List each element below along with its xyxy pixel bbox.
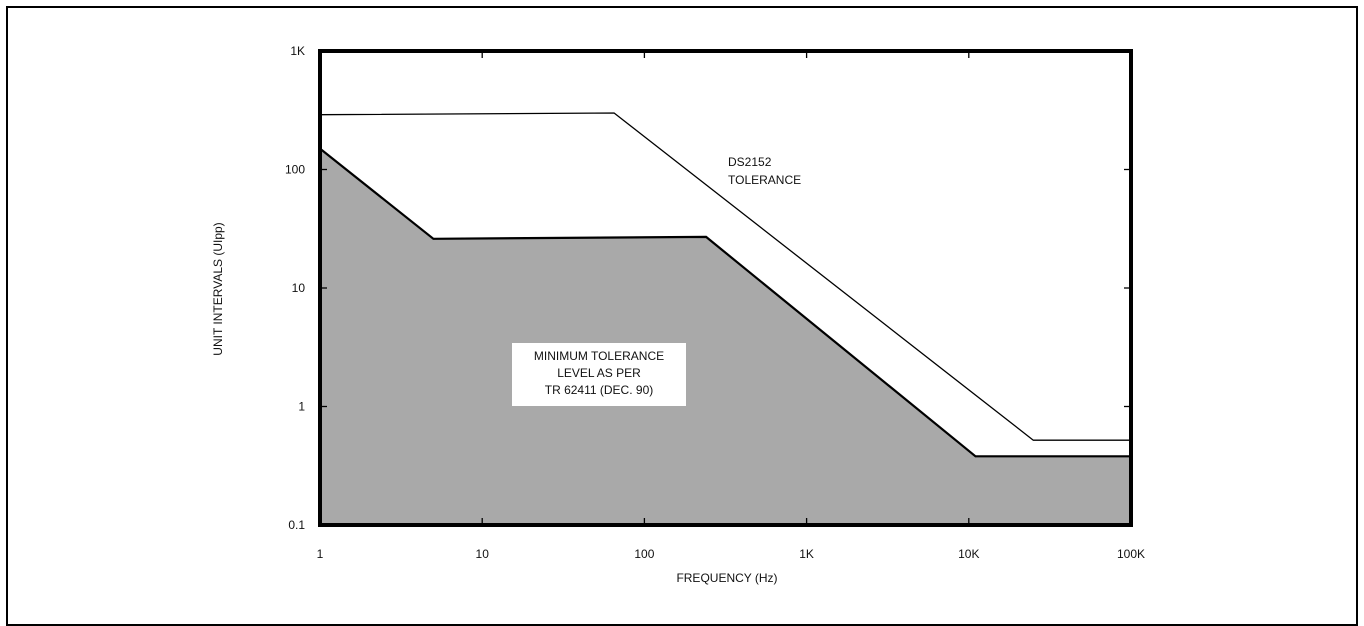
annotation-line: LEVEL AS PER [557,366,641,380]
y-tick-label: 1 [298,400,305,414]
y-axis-title: UNIT INTERVALS (UIpp) [211,222,225,355]
x-tick-label: 10 [476,547,490,561]
annotation-line: MINIMUM TOLERANCE [534,349,664,363]
plot-fill-layer [320,148,1131,525]
x-tick-label: 10K [958,547,979,561]
x-axis-title: FREQUENCY (Hz) [676,571,777,585]
x-tick-label: 100K [1117,547,1145,561]
plot-line-layer [319,112,1131,458]
y-tick-label: 0.1 [288,518,305,532]
minimum-tolerance-label: MINIMUM TOLERANCE LEVEL AS PER TR 62411 … [512,343,686,406]
minimum-tolerance-area [320,148,1131,525]
jitter-tolerance-chart: 1 10 100 1K 10K 100K 0.1 1 10 100 1K UNIT INTERVAL… [211,44,1145,585]
y-tick-label: 10 [292,281,306,295]
ds2152-tolerance-line [319,112,1131,441]
minimum-tolerance-boundary-line [319,147,1131,458]
tick-label-layer: 1 10 100 1K 10K 100K 0.1 1 10 100 1K [285,44,1145,561]
x-tick-label: 1K [799,547,814,561]
y-tick-label: 1K [290,44,305,58]
annotation-line: TR 62411 (DEC. 90) [545,383,654,397]
x-tick-label: 1 [317,547,324,561]
ds2152-tolerance-label: DS2152 TOLERANCE [728,155,801,187]
y-tick-label: 100 [285,163,305,177]
x-tick-label: 100 [634,547,654,561]
annotation-line: DS2152 [728,155,772,169]
plot-area-border [318,49,1133,527]
annotation-line: TOLERANCE [728,173,801,187]
annotation-box [512,343,686,406]
